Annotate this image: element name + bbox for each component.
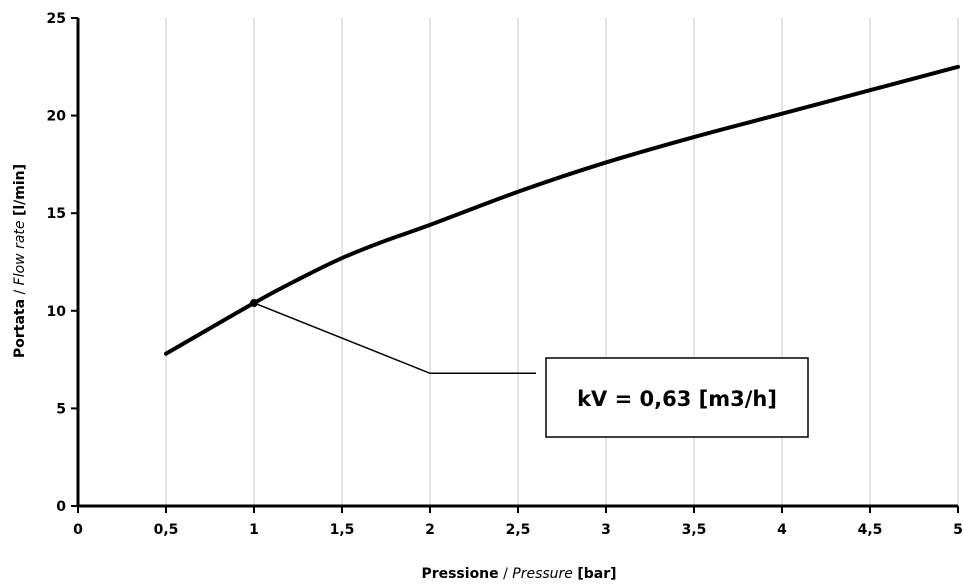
series-line-0 bbox=[164, 64, 960, 356]
x-tick-label-2: 1 bbox=[249, 522, 259, 538]
y-tick-label-1: 5 bbox=[56, 401, 66, 417]
vertical-gridlines bbox=[165, 18, 959, 506]
x-tick-label-8: 4 bbox=[777, 522, 787, 538]
x-tick-label-3: 1,5 bbox=[330, 522, 355, 538]
y-axis-label-translation: Flow rate bbox=[12, 220, 28, 285]
x-axis bbox=[77, 504, 959, 513]
y-axis-label: Portata / Flow rate [l/min] bbox=[12, 164, 28, 358]
x-tick-label-6: 3 bbox=[601, 522, 611, 538]
x-axis-label-main: Pressione bbox=[421, 566, 498, 582]
x-tick-label-7: 3,5 bbox=[682, 522, 707, 538]
y-tick-label-2: 10 bbox=[47, 304, 67, 320]
annotation-text: kV = 0,63 [m3/h] bbox=[577, 387, 777, 411]
x-axis-label-unit: [bar] bbox=[577, 566, 616, 582]
y-tick-label-0: 0 bbox=[56, 499, 66, 515]
annotation-marker bbox=[250, 298, 258, 307]
series-group bbox=[164, 64, 960, 356]
annotation-group: kV = 0,63 [m3/h] bbox=[250, 298, 809, 438]
x-axis-label-translation: Pressure bbox=[512, 566, 573, 582]
x-axis-label-sep: / bbox=[499, 566, 513, 582]
y-axis bbox=[71, 17, 80, 507]
x-axis-label: Pressione / Pressure [bar] bbox=[421, 566, 616, 582]
x-tick-label-4: 2 bbox=[425, 522, 435, 538]
y-tick-label-3: 15 bbox=[47, 206, 66, 222]
x-tick-label-5: 2,5 bbox=[506, 522, 531, 538]
y-axis-label-sep: / bbox=[12, 285, 28, 299]
x-tick-label-1: 0,5 bbox=[154, 522, 179, 538]
x-tick-labels: 0 0,5 1 1,5 2 2,5 3 3,5 4 4,5 5 bbox=[73, 522, 963, 538]
y-tick-labels: 0 5 10 15 20 25 bbox=[47, 11, 67, 515]
y-tick-label-4: 20 bbox=[47, 109, 67, 125]
x-tick-label-9: 4,5 bbox=[858, 522, 883, 538]
x-tick-label-10: 5 bbox=[953, 522, 963, 538]
x-tick-label-0: 0 bbox=[73, 522, 83, 538]
y-axis-label-unit: [l/min] bbox=[12, 164, 28, 216]
y-tick-label-5: 25 bbox=[47, 11, 66, 27]
annotation-leader-line bbox=[253, 302, 536, 375]
y-axis-label-main: Portata bbox=[12, 299, 28, 358]
annotation-box bbox=[545, 357, 809, 438]
